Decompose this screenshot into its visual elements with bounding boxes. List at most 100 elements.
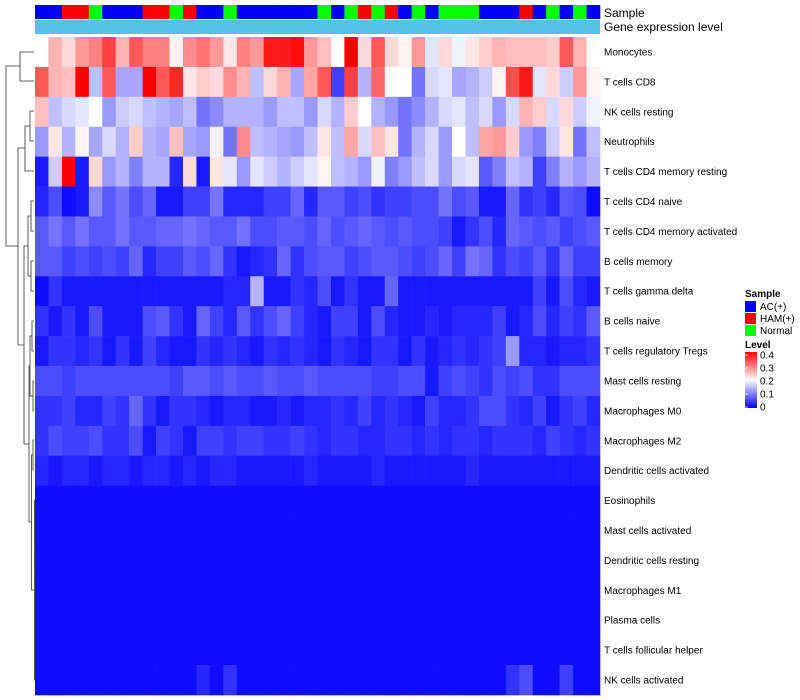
- heatmap-cell: [250, 485, 264, 516]
- heatmap-cell: [209, 276, 224, 307]
- sample-annotation-label: Sample: [604, 6, 645, 20]
- heatmap-cell: [425, 635, 439, 666]
- heatmap-cell: [35, 246, 49, 277]
- heatmap-cell: [519, 425, 534, 457]
- heatmap-cell: [505, 216, 520, 247]
- heatmap-cell: [398, 545, 412, 576]
- heatmap-cell: [290, 246, 305, 277]
- heatmap-cell: [532, 216, 547, 247]
- heatmap-cell: [492, 336, 507, 367]
- heatmap-cell: [304, 515, 318, 546]
- heatmap-cell: [182, 545, 197, 576]
- legend-label: AC(+): [760, 302, 786, 313]
- heatmap-cell: [88, 96, 103, 128]
- heatmap-cell: [573, 96, 587, 128]
- heatmap-cell: [129, 246, 143, 277]
- sample-annotation-cell: [411, 5, 426, 19]
- heatmap-cell: [102, 246, 117, 277]
- heatmap-cell: [250, 37, 264, 68]
- heatmap-cell: [115, 545, 130, 576]
- heatmap-cell: [492, 366, 507, 397]
- heatmap-cell: [61, 605, 76, 636]
- heatmap-cell: [35, 336, 49, 367]
- heatmap-cell: [344, 156, 359, 187]
- heatmap-cell: [102, 455, 117, 486]
- heatmap-cell: [317, 575, 332, 606]
- sample-annotation-cell: [277, 5, 291, 19]
- heatmap-cell: [371, 96, 386, 128]
- heatmap-cell: [492, 395, 507, 427]
- heatmap-cell: [519, 216, 534, 247]
- heatmap-cell: [48, 96, 63, 128]
- heatmap-cell: [156, 37, 170, 68]
- heatmap-cell: [88, 37, 103, 68]
- heatmap-cell: [559, 395, 574, 427]
- heatmap-cell: [438, 575, 453, 606]
- heatmap-cell: [505, 485, 520, 516]
- heatmap-cell: [88, 216, 103, 247]
- heatmap-cell: [223, 126, 238, 157]
- heatmap-cell: [344, 37, 359, 68]
- heatmap-cell: [223, 37, 238, 68]
- heatmap-cell: [532, 336, 547, 367]
- heatmap-cell: [142, 336, 157, 367]
- heatmap-cell: [438, 485, 453, 516]
- heatmap-cell: [48, 395, 63, 427]
- heatmap-cell: [411, 66, 426, 98]
- heatmap-cell: [102, 515, 117, 546]
- heatmap-cell: [371, 336, 386, 367]
- sample-annotation-cell: [317, 5, 332, 19]
- heatmap-cell: [398, 366, 412, 397]
- heatmap-cell: [357, 96, 372, 128]
- heatmap-cell: [223, 635, 238, 666]
- heatmap-cell: [156, 156, 170, 187]
- heatmap-cell: [586, 126, 601, 157]
- heatmap-cell: [169, 425, 184, 457]
- heatmap-cell: [492, 425, 507, 457]
- heatmap-cell: [465, 66, 480, 98]
- heatmap-cell: [478, 156, 493, 187]
- sample-annotation-cell: [505, 5, 520, 19]
- heatmap-cell: [478, 665, 493, 696]
- heatmap-cell: [169, 366, 184, 397]
- heatmap-cell: [371, 186, 386, 217]
- sample-annotation-cell: [452, 5, 466, 19]
- heatmap-cell: [573, 126, 587, 157]
- heatmap-cell: [129, 336, 143, 367]
- heatmap-cell: [357, 575, 372, 606]
- heatmap-cell: [75, 366, 90, 397]
- heatmap-cell: [115, 485, 130, 516]
- heatmap-cell: [519, 66, 534, 98]
- row-label: T cells gamma delta: [604, 287, 694, 298]
- row-label: Dendritic cells activated: [604, 466, 709, 477]
- heatmap-cell: [573, 246, 587, 277]
- heatmap-cell: [209, 605, 224, 636]
- heatmap-cell: [277, 545, 291, 576]
- heatmap-cell: [88, 575, 103, 606]
- heatmap-cell: [505, 246, 520, 277]
- heatmap-cell: [48, 455, 63, 486]
- heatmap-cell: [559, 605, 574, 636]
- heatmap-cell: [263, 545, 278, 576]
- heatmap-cell: [290, 485, 305, 516]
- heatmap-cell: [182, 276, 197, 307]
- heatmap-cell: [263, 276, 278, 307]
- heatmap-cell: [61, 156, 76, 187]
- row-label: NK cells resting: [604, 107, 673, 118]
- heatmap-cell: [48, 276, 63, 307]
- heatmap-cell: [250, 126, 264, 157]
- heatmap-cell: [505, 126, 520, 157]
- heatmap-cell: [317, 186, 332, 217]
- sample-annotation-cell: [559, 5, 574, 19]
- heatmap-cell: [115, 186, 130, 217]
- heatmap-cell: [236, 665, 251, 696]
- heatmap-cell: [317, 156, 332, 187]
- heatmap-cell: [182, 665, 197, 696]
- heatmap-cell: [102, 665, 117, 696]
- heatmap-cell: [344, 96, 359, 128]
- gene-expression-annotation-label: Gene expression level: [604, 20, 723, 34]
- heatmap-cell: [492, 216, 507, 247]
- heatmap-cell: [182, 485, 197, 516]
- heatmap-cell: [330, 425, 345, 457]
- heatmap-cell: [492, 485, 507, 516]
